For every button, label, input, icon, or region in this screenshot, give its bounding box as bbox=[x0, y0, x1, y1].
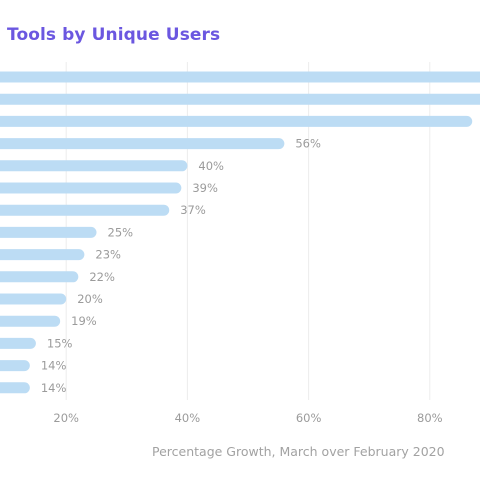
bar-value-label: 19% bbox=[71, 314, 97, 328]
bar bbox=[0, 315, 61, 327]
bar-value-label: 40% bbox=[198, 159, 224, 173]
bar-value-label: 15% bbox=[47, 336, 73, 350]
bar bbox=[0, 71, 480, 83]
bar-value-label: 14% bbox=[41, 359, 67, 373]
x-axis-label: Percentage Growth, March over February 2… bbox=[152, 444, 445, 459]
bar bbox=[0, 204, 170, 216]
bar-value-label: 23% bbox=[95, 248, 121, 262]
bar bbox=[0, 115, 473, 127]
bar bbox=[0, 293, 67, 305]
bar bbox=[0, 182, 182, 194]
x-tick-label: 60% bbox=[296, 411, 322, 425]
x-tick-label: 40% bbox=[175, 411, 201, 425]
bar bbox=[0, 271, 79, 283]
bar-value-label: 20% bbox=[77, 292, 103, 306]
bar bbox=[0, 93, 480, 105]
bar bbox=[0, 160, 188, 172]
bar-value-label: 37% bbox=[180, 203, 206, 217]
bar-value-label: 25% bbox=[108, 225, 134, 239]
bar bbox=[0, 226, 97, 238]
bar bbox=[0, 138, 285, 150]
bar-value-label: 39% bbox=[192, 181, 218, 195]
bar bbox=[0, 360, 30, 372]
chart-title: Tools by Unique Users bbox=[7, 25, 221, 45]
bar-value-label: 56% bbox=[295, 137, 321, 151]
x-tick-label: 80% bbox=[417, 411, 443, 425]
bar-value-label: 14% bbox=[41, 381, 67, 395]
bar-value-label: 22% bbox=[89, 270, 115, 284]
bar bbox=[0, 337, 36, 349]
x-tick-label: 20% bbox=[53, 411, 79, 425]
bar bbox=[0, 382, 30, 394]
bar bbox=[0, 249, 85, 261]
